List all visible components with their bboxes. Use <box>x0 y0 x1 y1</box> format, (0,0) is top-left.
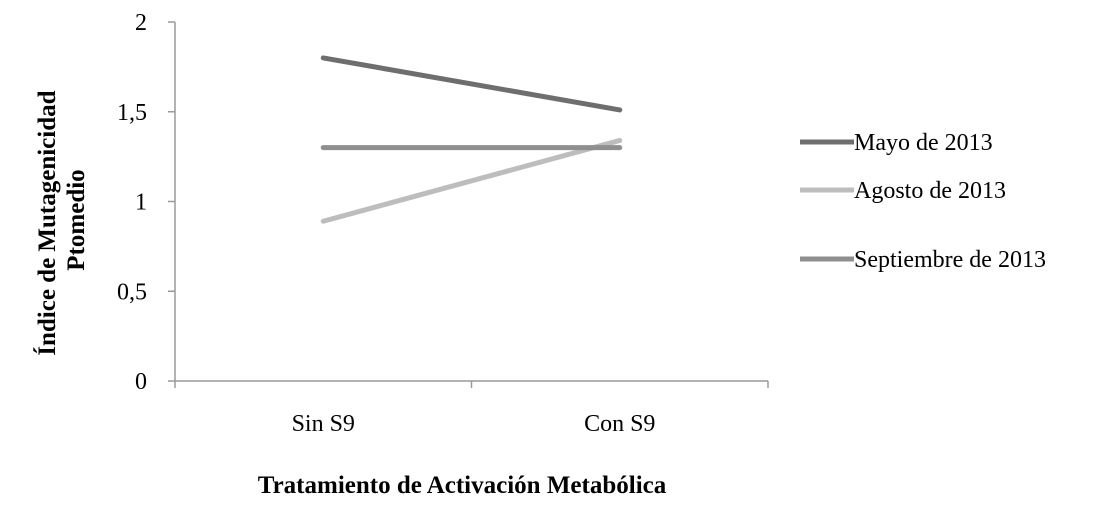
y-axis-title: Índice de Mutagenicidad Ptomedio <box>33 84 90 356</box>
y-tick-label: 0,5 <box>117 279 147 305</box>
x-tick-label: Sin S9 <box>292 411 355 437</box>
chart-axes <box>174 22 768 382</box>
legend-label-3: Septiembre de 2013 <box>854 247 1046 273</box>
legend-label-1: Mayo de 2013 <box>854 130 993 156</box>
y-tick-label: 2 <box>135 10 147 36</box>
y-axis-title-line2: Ptomedio <box>63 169 90 270</box>
x-ticks: Sin S9 Con S9 <box>174 381 769 437</box>
y-tick-label: 1,5 <box>117 100 147 126</box>
y-tick-label: 0 <box>135 369 147 395</box>
y-axis-title-line1: Índice de Mutagenicidad <box>33 90 61 355</box>
legend: Mayo de 2013 Agosto de 2013 Septiembre de … <box>800 130 1046 273</box>
series-line-1 <box>320 55 623 113</box>
series-line-2 <box>320 137 623 224</box>
legend-label-2: Agosto de 2013 <box>854 178 1006 204</box>
series-lines <box>320 55 623 224</box>
x-axis-title: Tratamiento de Activación Metabólica <box>258 472 667 499</box>
x-tick-label: Con S9 <box>584 411 655 437</box>
y-tick-label: 1 <box>135 190 147 216</box>
y-ticks: 0 0,5 1 1,5 2 <box>117 10 175 395</box>
